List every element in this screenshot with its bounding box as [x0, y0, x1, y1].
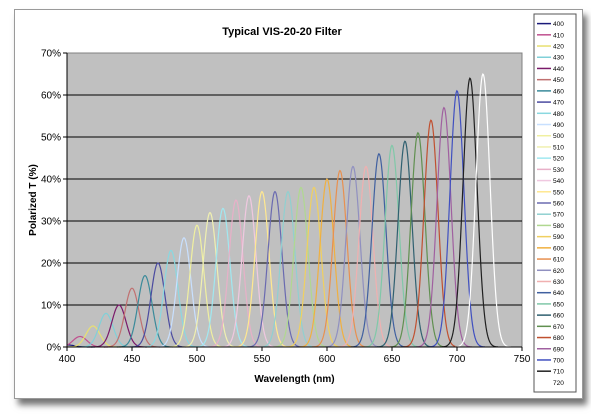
series-line-660 [376, 140, 433, 348]
series-line-530 [207, 199, 264, 348]
series-line-480 [142, 249, 199, 348]
series-line-580 [272, 186, 329, 348]
legend-label-680: 680 [553, 335, 564, 342]
gridlines [67, 94, 522, 306]
series-line-570 [259, 190, 316, 348]
legend-label-500: 500 [553, 133, 564, 140]
series-line-510 [181, 211, 238, 348]
legend-label-430: 430 [553, 55, 564, 62]
legend-label-610: 610 [553, 257, 564, 264]
legend-label-700: 700 [553, 357, 564, 364]
y-tick-label: 30% [41, 217, 61, 228]
chart-card: Typical VIS-20-20 Filter 0% 10% 20% 30% 40% 5… [14, 9, 583, 399]
y-tick-label: 10% [41, 301, 61, 312]
series-line-680 [402, 119, 459, 348]
legend-label-480: 480 [553, 111, 564, 118]
series-line-710 [441, 77, 498, 348]
filter-transmission-chart: Typical VIS-20-20 Filter 0% 10% 20% 30% 40% 5… [28, 13, 577, 393]
legend-label-530: 530 [553, 167, 564, 174]
x-tick-label: 450 [124, 354, 141, 365]
legend-label-400: 400 [553, 21, 564, 28]
legend-label-630: 630 [553, 279, 564, 286]
y-tick-label: 20% [41, 259, 61, 270]
chart-title: Typical VIS-20-20 Filter [222, 26, 342, 38]
series-line-650 [363, 144, 420, 348]
legend-label-510: 510 [553, 144, 564, 151]
series-line-610 [311, 169, 368, 348]
legend-label-690: 690 [553, 346, 564, 353]
legend-label-580: 580 [553, 223, 564, 230]
legend-label-620: 620 [553, 268, 564, 275]
y-tick-label: 70% [41, 49, 61, 60]
x-axis-label: Wavelength (nm) [254, 374, 334, 385]
series-line-470 [129, 262, 186, 348]
legend-label-420: 420 [553, 44, 564, 51]
y-axis-label: Polarized T (%) [28, 164, 39, 236]
series-line-640 [350, 152, 407, 348]
legend-label-540: 540 [553, 178, 564, 185]
series-curves [66, 72, 511, 348]
series-line-700 [428, 89, 485, 348]
legend-label-460: 460 [553, 88, 564, 95]
legend-label-650: 650 [553, 301, 564, 308]
series-line-560 [246, 190, 303, 348]
series-line-620 [324, 165, 381, 348]
legend-label-710: 710 [553, 369, 564, 376]
series-line-590 [285, 186, 342, 348]
axes: 0% 10% 20% 30% 40% 50% 60% 70% 400 450 500 550 600 65… [41, 49, 531, 366]
y-tick-label: 40% [41, 175, 61, 186]
x-tick-label: 700 [449, 354, 466, 365]
x-tick-label: 600 [319, 354, 336, 365]
x-tick-label: 750 [514, 354, 531, 365]
legend-items: 400 410 420 430 440 450 460 470 480 490 500 510 520 5… [537, 21, 564, 387]
series-line-500 [168, 224, 225, 348]
legend-label-550: 550 [553, 189, 564, 196]
x-tick-label: 400 [59, 354, 76, 365]
legend-label-670: 670 [553, 324, 564, 331]
series-line-720 [454, 72, 511, 348]
series-line-600 [298, 178, 355, 348]
series-line-630 [337, 165, 394, 348]
x-tick-label: 650 [384, 354, 401, 365]
legend-label-600: 600 [553, 245, 564, 252]
legend-label-450: 450 [553, 77, 564, 84]
y-tick-label: 60% [41, 91, 61, 102]
y-tick-label: 50% [41, 133, 61, 144]
legend-label-490: 490 [553, 122, 564, 129]
series-line-670 [389, 131, 446, 348]
plot-area [66, 52, 523, 348]
series-line-490 [155, 237, 212, 348]
legend-label-640: 640 [553, 290, 564, 297]
legend-label-470: 470 [553, 100, 564, 107]
legend: 400 410 420 430 440 450 460 470 480 490 500 510 520 5… [533, 13, 577, 393]
x-tick-label: 500 [189, 354, 206, 365]
legend-label-560: 560 [553, 201, 564, 208]
y-tick-label: 0% [47, 343, 62, 354]
series-line-690 [415, 106, 472, 348]
legend-label-570: 570 [553, 212, 564, 219]
series-line-520 [194, 207, 251, 348]
series-line-540 [220, 195, 277, 348]
legend-label-590: 590 [553, 234, 564, 241]
legend-label-410: 410 [553, 32, 564, 39]
legend-label-440: 440 [553, 66, 564, 73]
x-tick-label: 550 [254, 354, 271, 365]
legend-label-720: 720 [553, 380, 564, 387]
series-line-550 [233, 190, 290, 348]
legend-label-520: 520 [553, 156, 564, 163]
legend-label-660: 660 [553, 313, 564, 320]
